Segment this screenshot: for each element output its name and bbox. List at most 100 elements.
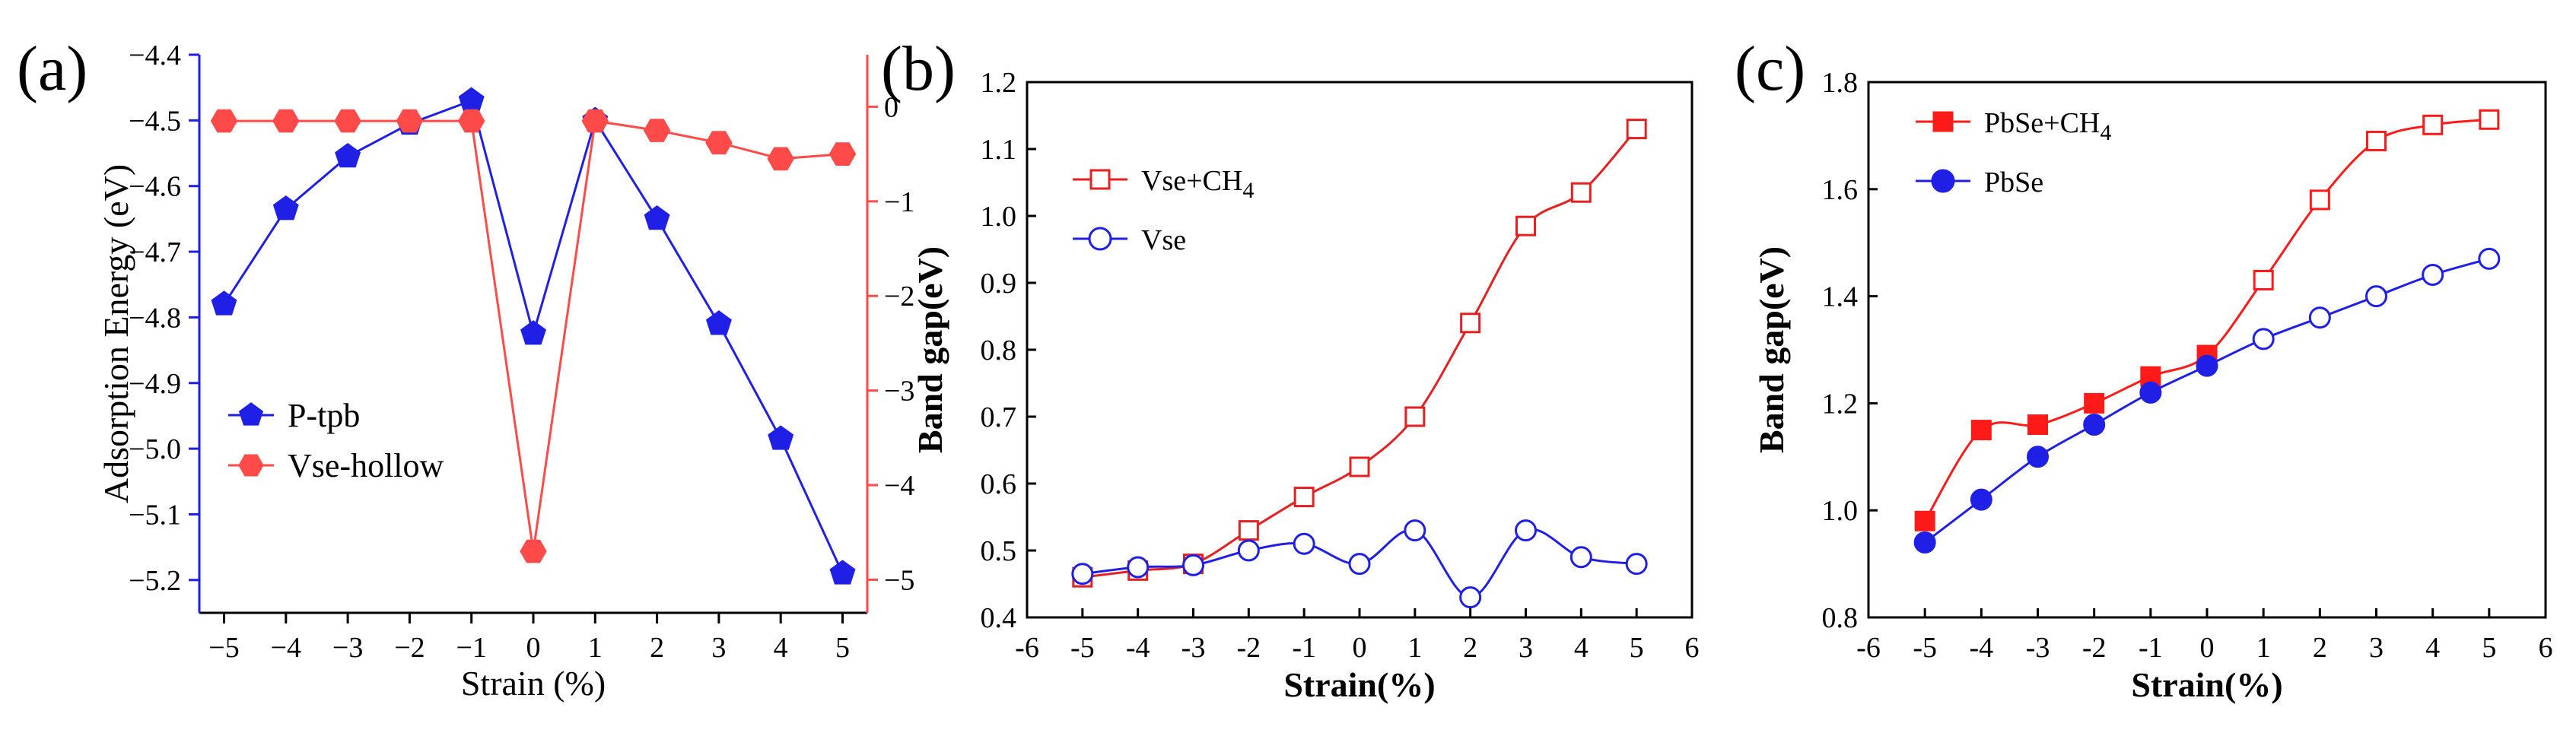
y-tick-label: −4.4 bbox=[129, 40, 181, 71]
y2-tick-label: −2 bbox=[884, 281, 914, 312]
x-tick-label: 6 bbox=[1685, 632, 1700, 664]
data-point bbox=[2253, 269, 2274, 290]
legend-marker bbox=[238, 402, 264, 426]
plot-frame bbox=[1026, 81, 1693, 619]
y-tick-label: −5.1 bbox=[129, 499, 181, 531]
x-tick-label: 2 bbox=[2313, 632, 2327, 664]
data-point bbox=[2027, 414, 2048, 436]
y-tick-label: 0.8 bbox=[981, 335, 1017, 366]
x-tick-label: 3 bbox=[2369, 632, 2384, 664]
legend-label: Vse-hollow bbox=[288, 447, 444, 484]
y2-tick-label: −5 bbox=[884, 564, 914, 596]
data-point bbox=[2422, 263, 2444, 286]
y-tick-label: −4.5 bbox=[129, 105, 181, 137]
data-point bbox=[2083, 414, 2106, 436]
data-point bbox=[581, 109, 609, 133]
data-point bbox=[767, 147, 794, 171]
data-point bbox=[2309, 189, 2330, 211]
y-tick-label: 1.8 bbox=[1822, 67, 1859, 99]
y-tick-label: 0.6 bbox=[981, 468, 1017, 500]
data-point bbox=[644, 205, 670, 230]
x-tick-label: -5 bbox=[1913, 632, 1937, 664]
y-tick-label: 0.5 bbox=[981, 535, 1017, 567]
legend-marker bbox=[1089, 169, 1111, 190]
data-point bbox=[272, 109, 300, 133]
panel-c: (c) -6 -5 -4 -3 -2 -1 0 1 2 3 4 5 6 0.8 1.0 1.2 1.4 1.6 1.8… bbox=[1735, 33, 2553, 704]
x-axis-title: Strain(%) bbox=[2131, 665, 2282, 704]
x-tick-label: −3 bbox=[332, 632, 363, 664]
data-point bbox=[1970, 420, 1992, 441]
data-point bbox=[1459, 586, 1482, 609]
legend-label: Vse bbox=[1141, 224, 1186, 256]
data-point bbox=[829, 560, 856, 585]
y-tick-label: −4.7 bbox=[129, 236, 181, 268]
x-tick-label: -5 bbox=[1070, 632, 1095, 664]
data-point bbox=[1237, 539, 1260, 562]
data-point bbox=[1293, 532, 1315, 555]
data-point bbox=[396, 109, 424, 133]
y-tick-label: 1.0 bbox=[1822, 495, 1859, 527]
x-tick-label: -4 bbox=[1126, 632, 1150, 664]
data-point bbox=[1348, 553, 1371, 576]
x-tick-label: 5 bbox=[835, 632, 850, 664]
legend-marker bbox=[1931, 169, 1955, 193]
y-tick-label: 1.0 bbox=[981, 201, 1017, 233]
legend-label-main: PbSe+CH bbox=[1984, 107, 2100, 139]
y-tick-label: 1.2 bbox=[981, 67, 1017, 99]
data-point bbox=[828, 142, 857, 166]
legend-label: P-tpb bbox=[288, 397, 360, 434]
data-point bbox=[2365, 285, 2387, 308]
data-point bbox=[1293, 487, 1315, 508]
legend-marker bbox=[1088, 227, 1112, 251]
x-tick-label: -3 bbox=[1181, 632, 1206, 664]
data-point bbox=[457, 109, 485, 133]
data-point bbox=[2139, 381, 2162, 404]
y2-tick-label: −1 bbox=[884, 186, 914, 218]
data-point bbox=[1238, 520, 1259, 541]
legend-label: PbSe bbox=[1984, 167, 2043, 198]
x-tick-label: 2 bbox=[650, 632, 664, 664]
data-point bbox=[1404, 406, 1426, 427]
legend-label-main: Vse+CH bbox=[1141, 165, 1242, 197]
series-line bbox=[1924, 257, 2490, 544]
x-tick-label: 5 bbox=[1630, 632, 1644, 664]
data-point bbox=[705, 131, 733, 155]
y-tick-label: 1.4 bbox=[1822, 281, 1859, 313]
data-point bbox=[520, 539, 547, 563]
data-point bbox=[1127, 556, 1150, 579]
legend-marker bbox=[1932, 111, 1954, 132]
legend-label-main: Vse bbox=[1141, 224, 1186, 256]
data-point bbox=[2478, 247, 2501, 270]
data-point bbox=[1625, 553, 1648, 576]
x-tick-label: 3 bbox=[711, 632, 726, 664]
y2-tick-label: −3 bbox=[884, 376, 914, 408]
data-point bbox=[1626, 119, 1647, 140]
legend-label: Vse+CH4 bbox=[1141, 165, 1254, 203]
panel-label: (a) bbox=[17, 33, 87, 104]
x-tick-label: -2 bbox=[2082, 632, 2107, 664]
legend-marker bbox=[238, 454, 264, 477]
data-point bbox=[520, 320, 546, 345]
y-tick-label: −5.0 bbox=[129, 433, 181, 465]
y2-tick-label: −4 bbox=[884, 470, 914, 502]
x-tick-label: 1 bbox=[1407, 632, 1422, 664]
data-point bbox=[1404, 519, 1426, 542]
x-tick-label: 1 bbox=[2256, 632, 2271, 664]
panel-label: (b) bbox=[881, 33, 956, 104]
legend-label: PbSe+CH4 bbox=[1984, 107, 2111, 145]
data-point bbox=[2084, 392, 2105, 414]
data-point bbox=[1071, 563, 1094, 585]
x-tick-label: 4 bbox=[1574, 632, 1589, 664]
x-tick-label: −2 bbox=[394, 632, 425, 664]
y-tick-label: 0.4 bbox=[981, 602, 1017, 634]
data-point bbox=[458, 87, 485, 112]
y-axis-title: Band gap(eV) bbox=[1752, 246, 1791, 453]
y-tick-label: 1.6 bbox=[1822, 174, 1859, 206]
data-point bbox=[334, 109, 361, 133]
data-point bbox=[705, 310, 732, 335]
x-tick-label: -2 bbox=[1237, 632, 1261, 664]
legend-label-subscript: 4 bbox=[2100, 120, 2111, 145]
y-axis-title: Band gap(eV) bbox=[911, 246, 949, 453]
x-axis-title: Strain (%) bbox=[461, 664, 606, 703]
